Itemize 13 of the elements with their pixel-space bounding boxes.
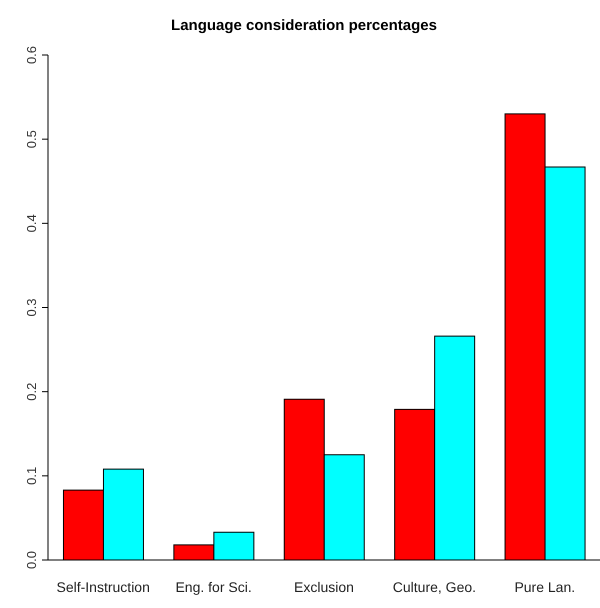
x-tick-label: Self-Instruction xyxy=(56,578,150,595)
x-tick-label: Pure Lan. xyxy=(514,578,576,595)
x-tick-label: Eng. for Sci. xyxy=(175,578,252,595)
y-tick-label: 0.4 xyxy=(24,214,39,232)
y-tick-label: 0.1 xyxy=(24,466,39,485)
y-tick-label: 0.3 xyxy=(24,298,39,317)
x-tick-label: Culture, Geo. xyxy=(392,578,476,595)
x-tick-label: Exclusion xyxy=(294,578,354,595)
chart-title: Language consideration percentages xyxy=(171,17,437,34)
y-tick-label: 0.0 xyxy=(24,550,39,570)
y-tick-label: 0.2 xyxy=(24,382,39,401)
y-tick-label: 0.6 xyxy=(24,46,39,64)
y-tick-label: 0.5 xyxy=(24,130,39,148)
